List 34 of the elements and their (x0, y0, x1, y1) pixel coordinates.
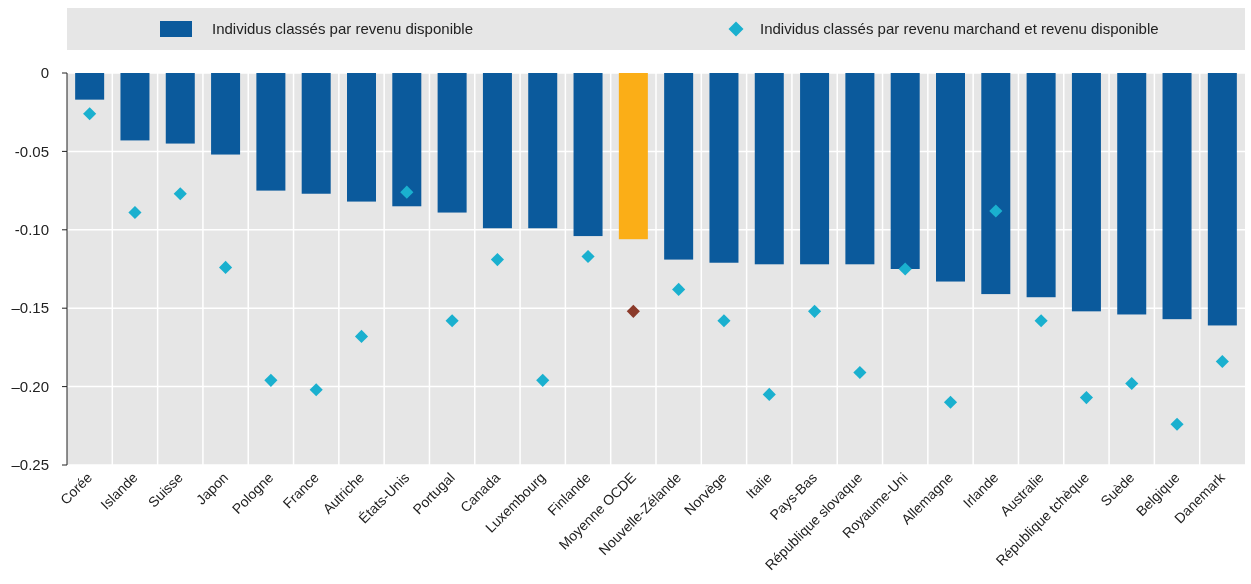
point (1125, 376, 1139, 391)
point (83, 107, 97, 121)
y-tick-label: -0.10 (14, 221, 49, 239)
y-tick-label: 0 (40, 64, 49, 82)
y-tick-label: –0.20 (11, 377, 49, 395)
point (354, 329, 369, 343)
point (672, 282, 686, 296)
point (219, 260, 233, 274)
point (1034, 314, 1048, 328)
point (1079, 391, 1093, 405)
point (128, 205, 142, 220)
y-tick-label: –0.15 (11, 299, 49, 317)
point (1215, 354, 1229, 369)
point (943, 395, 958, 409)
legend-label: Individus classés par revenu disponible (212, 20, 473, 37)
point (264, 373, 278, 387)
point (898, 262, 912, 276)
legend-label: Individus classés par revenu marchand et revenu disponible (760, 20, 1159, 37)
point (1170, 417, 1184, 431)
y-tick-label: -0.05 (14, 142, 49, 160)
point (626, 304, 640, 318)
point (173, 187, 187, 201)
point (400, 185, 414, 199)
point (989, 204, 1003, 218)
point (717, 314, 731, 328)
point (309, 383, 323, 397)
point (536, 373, 550, 387)
point (445, 314, 459, 328)
y-tick-label: –0.25 (11, 456, 49, 474)
point (581, 249, 595, 264)
point (853, 365, 867, 380)
point (808, 304, 822, 318)
point (490, 253, 504, 267)
point (762, 387, 776, 402)
